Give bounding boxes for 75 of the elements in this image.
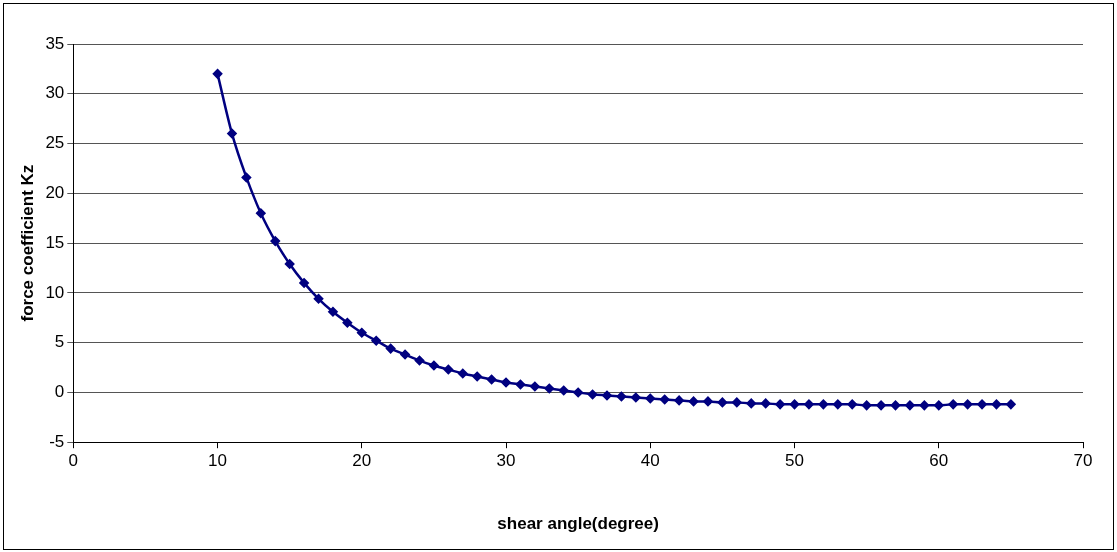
x-axis-title: shear angle(degree) (497, 514, 659, 534)
point (659, 394, 670, 405)
point (313, 294, 324, 304)
point (530, 381, 540, 392)
point (977, 399, 987, 410)
y-axis-title: force coefficient Kz (17, 164, 37, 322)
point (256, 208, 266, 218)
point (1006, 399, 1016, 410)
point (631, 392, 641, 403)
point (472, 371, 482, 382)
y-tick-label: 35 (45, 33, 65, 53)
point (385, 343, 396, 354)
point (789, 399, 800, 410)
point (991, 399, 1002, 410)
point (861, 400, 872, 411)
point (818, 399, 829, 410)
y-tick-label: -5 (49, 431, 65, 451)
point (443, 364, 454, 375)
point (400, 349, 410, 360)
point (299, 278, 309, 288)
y-tick-label: 10 (45, 282, 65, 302)
y-tick-label: 25 (45, 133, 65, 153)
point (342, 317, 353, 328)
x-tick-label: 0 (68, 451, 79, 471)
point (890, 400, 901, 411)
point (429, 360, 439, 371)
x-tick-label: 40 (640, 451, 660, 471)
point (833, 399, 843, 410)
point (328, 307, 338, 317)
point (458, 368, 468, 379)
point (674, 395, 684, 406)
point (544, 383, 555, 394)
x-tick-label: 10 (208, 451, 228, 471)
point (688, 396, 699, 407)
point (515, 379, 526, 390)
x-tick-label: 50 (785, 451, 804, 471)
point (934, 400, 944, 411)
point (876, 400, 886, 411)
point (270, 236, 280, 246)
point (905, 400, 915, 411)
point (948, 399, 958, 410)
point (962, 399, 973, 410)
x-tick-label: 30 (496, 451, 516, 471)
point (486, 374, 497, 385)
x-tick-label: 20 (352, 451, 372, 471)
point (241, 172, 252, 183)
point (775, 399, 785, 410)
x-tick-label: 60 (929, 451, 949, 471)
point (573, 387, 583, 398)
y-tick-label: 30 (45, 83, 65, 103)
point (414, 355, 425, 366)
point (212, 69, 223, 79)
x-tick-label: 70 (1073, 451, 1093, 471)
point (284, 259, 295, 269)
point (703, 396, 713, 407)
point (919, 400, 930, 411)
point (602, 390, 612, 401)
y-tick-label: 0 (54, 382, 65, 402)
point (501, 377, 511, 388)
point (717, 397, 728, 408)
point (558, 385, 569, 396)
y-tick-label: 20 (45, 183, 65, 203)
point (357, 327, 367, 338)
point (587, 389, 598, 400)
point (847, 399, 857, 410)
point (616, 391, 627, 402)
y-tick-label: 15 (45, 232, 65, 252)
point (732, 397, 742, 408)
point (746, 398, 756, 409)
point (371, 335, 381, 346)
y-tick-label: 5 (54, 332, 65, 352)
point (804, 399, 814, 410)
point (760, 398, 771, 409)
point (227, 128, 237, 139)
point (645, 393, 656, 404)
